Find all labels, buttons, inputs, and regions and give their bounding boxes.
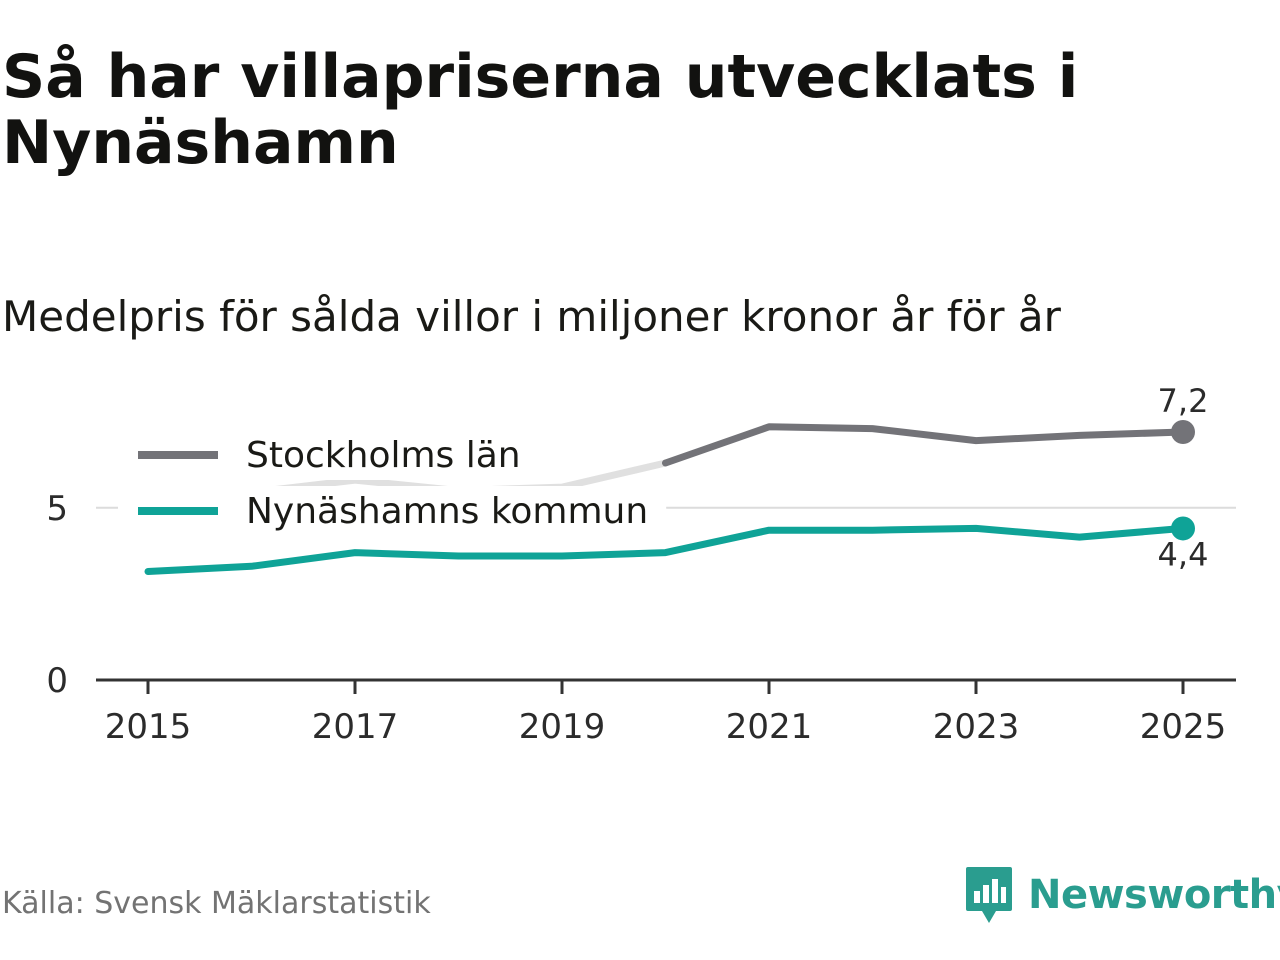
x-tick-label: 2023 bbox=[933, 707, 1020, 747]
x-tick-label: 2015 bbox=[105, 707, 192, 747]
brand-logo: Newsworthy bbox=[964, 864, 1280, 926]
axes: 0 5 2015 2017 2019 2021 2023 2025 bbox=[46, 489, 1236, 747]
chart-subtitle: Medelpris för sålda villor i miljoner kr… bbox=[2, 292, 1061, 341]
legend: Stockholms län Nynäshamns kommun bbox=[118, 430, 667, 536]
series-end-marker-0 bbox=[1171, 420, 1195, 444]
x-tick-label: 2021 bbox=[726, 707, 813, 747]
legend-label: Stockholms län bbox=[246, 435, 521, 476]
y-tick-label: 5 bbox=[46, 489, 68, 529]
newsworthy-logo-icon bbox=[966, 867, 1012, 923]
x-tick-label: 2017 bbox=[312, 707, 399, 747]
legend-label: Nynäshamns kommun bbox=[246, 491, 648, 532]
chart-title: Så har villapriserna utvecklats i Nynäsh… bbox=[2, 42, 1079, 178]
data-labels: 7,2 4,4 bbox=[1158, 382, 1209, 573]
series-line-1 bbox=[144, 524, 1187, 575]
end-value-label: 7,2 bbox=[1158, 382, 1209, 420]
series-end-marker-1 bbox=[1171, 516, 1195, 541]
end-value-label: 4,4 bbox=[1158, 535, 1209, 573]
y-tick-label: 0 bbox=[46, 661, 68, 701]
series-line-0 bbox=[662, 423, 1187, 467]
brand-name: Newsworthy bbox=[1028, 872, 1280, 918]
source-note: Källa: Svensk Mäklarstatistik bbox=[2, 886, 431, 921]
x-tick-label: 2025 bbox=[1140, 707, 1227, 747]
x-tick-label: 2019 bbox=[519, 707, 606, 747]
